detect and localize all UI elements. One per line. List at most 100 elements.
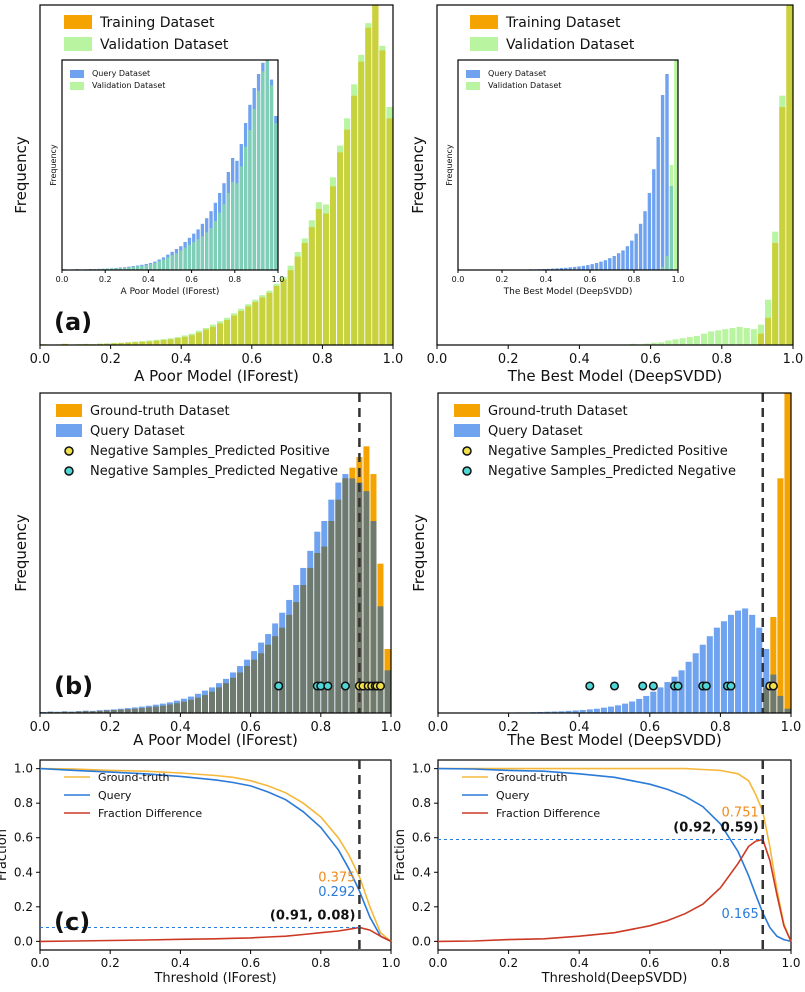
- x-axis-label: A Poor Model (IForest): [121, 287, 220, 297]
- bar-overlap: [82, 711, 89, 713]
- bar: [720, 621, 727, 713]
- bar: [674, 60, 678, 270]
- bar-overlap: [166, 704, 173, 713]
- inset-a-right-inset: 0.0 0.2 0.4 0.6 0.8 1.0 The Best Model (DeepSV…: [445, 59, 684, 297]
- x-axis-label: Threshold(DeepSVDD): [541, 971, 688, 986]
- x-tick-label: 0.6: [241, 352, 262, 367]
- bar: [555, 268, 559, 270]
- x-tick-label: 0.0: [30, 720, 51, 735]
- bar-overlap: [174, 253, 179, 270]
- bar: [638, 223, 643, 270]
- legend-label: Validation Dataset: [506, 37, 635, 53]
- legend-label: Ground-truth Dataset: [488, 404, 628, 419]
- bar-overlap: [272, 636, 279, 713]
- x-tick-label: 0.8: [710, 720, 731, 735]
- legend-label: Query: [496, 789, 530, 802]
- y-tick-label: 0.6: [412, 831, 431, 845]
- y-axis-label: Frequency: [12, 514, 30, 592]
- bar-overlap: [308, 227, 315, 345]
- bar: [622, 703, 629, 713]
- legend-label: Query Dataset: [488, 69, 546, 78]
- bar: [634, 233, 638, 270]
- y-axis-label: Fraction: [0, 829, 10, 881]
- legend-label: Negative Samples_Predicted Positive: [488, 444, 728, 459]
- bar: [763, 649, 770, 713]
- bar-overlap: [217, 323, 224, 345]
- x-tick-label: 0.8: [711, 956, 730, 970]
- bar-overlap: [365, 27, 372, 346]
- bar-overlap: [224, 320, 231, 345]
- chart-a-right: 0.0 0.2 0.4 0.6 0.8 1.0 The Best Model (DeepSV…: [409, 4, 803, 385]
- bar-overlap: [379, 50, 386, 345]
- legend-label: Negative Samples_Predicted Negative: [90, 464, 338, 479]
- bar-overlap: [280, 279, 287, 345]
- bar-overlap: [209, 228, 213, 270]
- marker-predicted-negative: [726, 681, 736, 691]
- bar-overlap: [328, 521, 335, 713]
- bar-overlap: [273, 286, 280, 345]
- bar-overlap: [145, 707, 152, 713]
- bar-overlap: [135, 266, 140, 270]
- series-line: [437, 838, 792, 943]
- bar-overlap: [256, 90, 261, 270]
- bar: [572, 710, 579, 713]
- bar-overlap: [660, 267, 665, 270]
- legend-label: Negative Samples_Predicted Positive: [90, 444, 330, 459]
- bar: [629, 701, 636, 713]
- axes-frame: [39, 4, 394, 346]
- bar-overlap: [322, 213, 329, 345]
- bar-overlap: [344, 129, 351, 345]
- bar: [742, 608, 749, 713]
- marker-predicted-negative: [585, 681, 595, 691]
- legend-label: Validation Dataset: [100, 37, 229, 53]
- x-tick-label: 0.2: [100, 720, 121, 735]
- annotation-label: (0.91, 0.08): [270, 909, 356, 924]
- legend-label: Training Dataset: [99, 15, 215, 31]
- bar-overlap: [139, 341, 146, 345]
- bar-overlap: [110, 710, 117, 713]
- x-tick-label: 0.6: [584, 275, 597, 284]
- axes-frame: [61, 59, 279, 271]
- x-tick-label: 0.0: [56, 275, 69, 284]
- bar-overlap: [118, 267, 122, 270]
- bar-overlap: [187, 244, 192, 270]
- y-axis-label: Frequency: [445, 144, 454, 186]
- bar-overlap: [181, 336, 188, 345]
- bar: [656, 137, 660, 270]
- bar-overlap: [763, 687, 770, 713]
- bar-overlap: [159, 705, 166, 713]
- x-tick-label: 0.6: [640, 352, 661, 367]
- bar-overlap: [669, 186, 674, 270]
- bar: [577, 266, 581, 270]
- legend-swatch: [454, 424, 480, 437]
- bar: [607, 706, 614, 713]
- series-line: [39, 767, 392, 943]
- bar-overlap: [194, 697, 201, 713]
- bar-overlap: [384, 670, 391, 713]
- bar-overlap: [167, 339, 174, 345]
- bar: [715, 330, 722, 345]
- legend-swatch: [466, 82, 480, 90]
- y-tick-label: 0.8: [412, 796, 431, 810]
- bar: [743, 328, 750, 345]
- legend-label: Query Dataset: [92, 69, 150, 78]
- bar-overlap: [269, 85, 274, 270]
- legend-swatch: [64, 15, 92, 29]
- bar-overlap: [180, 701, 187, 713]
- bar-overlap: [105, 268, 110, 270]
- bar: [652, 169, 656, 270]
- legend-swatch: [56, 404, 82, 417]
- bar-overlap: [252, 301, 259, 345]
- axes-frame: [39, 759, 392, 951]
- bar: [671, 676, 678, 713]
- y-tick-label: 0.4: [412, 865, 431, 879]
- panel-label-a: (a): [54, 308, 92, 336]
- bar: [559, 268, 564, 270]
- bar: [558, 711, 565, 713]
- marker-predicted-negative: [340, 681, 350, 691]
- x-tick-label: 0.4: [170, 720, 191, 735]
- bar: [568, 267, 572, 270]
- bar-overlap: [201, 695, 208, 713]
- y-axis-label: Frequency: [49, 144, 58, 186]
- x-tick-label: 1.0: [781, 956, 800, 970]
